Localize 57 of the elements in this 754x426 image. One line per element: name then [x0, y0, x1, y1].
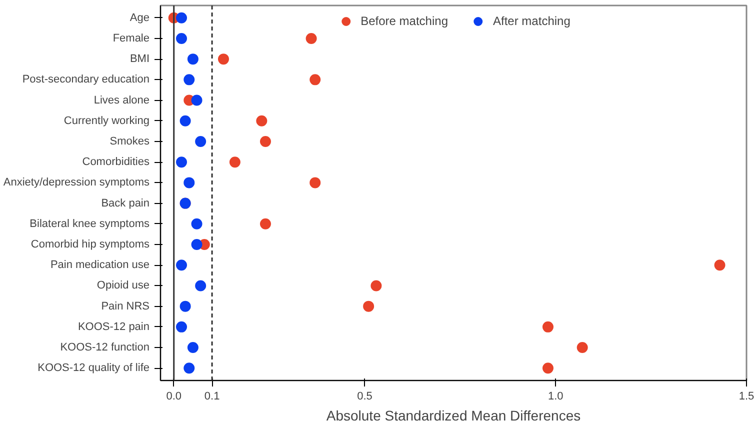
y-tick-label: BMI [130, 53, 150, 66]
point [176, 32, 187, 44]
y-tick-label: Opioid use [96, 280, 150, 292]
point [218, 54, 229, 65]
point [256, 115, 268, 126]
x-tick-label: 0.5 [357, 390, 372, 402]
point [191, 239, 202, 250]
y-tick-label: Pain medication use [50, 259, 150, 272]
y-tick-label: Bilateral knee symptoms [30, 218, 150, 230]
point [260, 218, 271, 230]
point [260, 136, 271, 147]
y-tick-label: KOOS-12 function [60, 342, 150, 354]
legend-label: After matching [493, 14, 570, 28]
y-tick-label: Comorbidities [82, 156, 150, 168]
y-tick-label: Currently working [64, 114, 150, 127]
point [542, 362, 554, 374]
point [195, 280, 206, 292]
y-tick-label: Female [112, 32, 150, 44]
y-tick-label: Back pain [101, 197, 150, 210]
x-tick-label: 1.0 [548, 390, 564, 402]
point [176, 12, 187, 24]
y-tick-label: KOOS-12 pain [78, 320, 150, 333]
point [195, 136, 206, 147]
point [306, 32, 317, 44]
point [176, 156, 187, 168]
y-tick-label: Age [130, 12, 150, 24]
point [714, 260, 726, 271]
x-tick-label: 0.1 [204, 390, 220, 402]
point [180, 115, 191, 126]
y-tick-label: Smokes [110, 135, 150, 148]
y-tick-label: Post-secondary education [22, 74, 150, 86]
point [542, 321, 554, 332]
point [187, 342, 198, 354]
x-axis-title: Absolute Standardized Mean Differences [326, 408, 581, 424]
point [229, 156, 240, 168]
point [184, 177, 195, 188]
x-tick-label: 0.0 [166, 390, 182, 402]
point [363, 300, 374, 312]
x-tick-label: 1.5 [738, 390, 754, 402]
y-tick-label: Comorbid hip symptoms [30, 238, 150, 251]
point [191, 218, 202, 230]
y-tick-label: Pain NRS [101, 300, 150, 312]
point [176, 260, 187, 271]
point [576, 342, 588, 354]
point [184, 74, 195, 86]
y-tick-label: Anxiety/depression symptoms [3, 176, 150, 189]
point [191, 94, 202, 106]
point [370, 280, 382, 292]
y-tick-label: KOOS-12 quality of life [38, 362, 150, 374]
point [180, 300, 191, 312]
point [187, 54, 198, 65]
point [310, 177, 321, 188]
point [184, 362, 195, 374]
point [176, 321, 187, 332]
point [310, 74, 321, 86]
legend-label: Before matching [360, 14, 448, 28]
y-tick-label: Lives alone [94, 94, 150, 106]
